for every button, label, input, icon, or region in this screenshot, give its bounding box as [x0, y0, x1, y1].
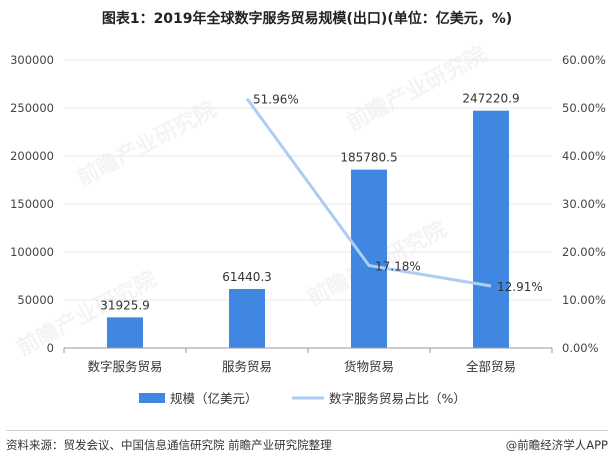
- footer-divider: [6, 430, 608, 431]
- bar-value-label: 31925.9: [100, 298, 150, 312]
- gridlines: [64, 59, 552, 301]
- legend-line-label: 数字服务贸易占比（%）: [329, 391, 466, 406]
- y-left-tick-label: 250000: [10, 101, 54, 115]
- x-tick-label: 服务贸易: [222, 359, 272, 374]
- watermark-text: 前瞻产业研究院: [343, 41, 491, 136]
- line-value-label: 12.91%: [497, 280, 543, 294]
- y-right-tick-label: 20.00%: [562, 245, 606, 259]
- bar: [229, 289, 265, 348]
- bar: [473, 110, 509, 348]
- chart-title: 图表1：2019年全球数字服务贸易规模(出口)(单位：亿美元，%): [101, 11, 513, 27]
- y-left-tick-label: 50000: [17, 293, 54, 307]
- bar: [351, 169, 387, 348]
- y-right-tick-label: 30.00%: [562, 197, 606, 211]
- source-note: 资料来源：贸发会议、中国信息通信研究院 前瞻产业研究院整理: [6, 438, 332, 452]
- x-tick-label: 数字服务贸易: [87, 359, 162, 374]
- legend-bar-label: 规模（亿美元）: [170, 391, 258, 406]
- bar-value-label: 61440.3: [222, 270, 272, 284]
- combo-chart: 前瞻产业研究院前瞻产业研究院前瞻产业研究院前瞻产业研究院 31925.96144…: [10, 41, 606, 406]
- axes: 0 0.00% 50000 10.00% 100000 20.00% 150000 30.00…: [10, 53, 606, 374]
- data-labels: 31925.9 61440.3 185780.5 247220.9 51.96% 17.1…: [100, 92, 543, 313]
- brand-credit: @前瞻经济学人APP: [505, 438, 608, 452]
- y-left-tick-label: 0: [47, 341, 54, 355]
- y-left-tick-label: 300000: [10, 53, 54, 67]
- line-series: [245, 97, 492, 288]
- y-right-tick-label: 50.00%: [562, 101, 606, 115]
- x-tick-label: 全部贸易: [466, 359, 516, 374]
- y-right-tick-label: 60.00%: [562, 53, 606, 67]
- line-value-label: 51.96%: [253, 93, 299, 107]
- y-left-tick-label: 200000: [10, 149, 54, 163]
- bar-value-label: 185780.5: [340, 151, 397, 165]
- bar-value-label: 247220.9: [462, 92, 519, 106]
- legend: 规模（亿美元） 数字服务贸易占比（%）: [139, 391, 466, 406]
- legend-bar-swatch: [139, 393, 165, 403]
- line-value-label: 17.18%: [375, 260, 421, 274]
- y-left-tick-label: 100000: [10, 245, 54, 259]
- percent-line: [245, 97, 492, 288]
- y-right-tick-label: 0.00%: [562, 341, 599, 355]
- watermark-text: 前瞻产业研究院: [73, 96, 221, 191]
- bar-series: [107, 110, 509, 348]
- y-right-tick-label: 40.00%: [562, 149, 606, 163]
- bar: [107, 317, 143, 348]
- y-left-tick-label: 150000: [10, 197, 54, 211]
- y-right-tick-label: 10.00%: [562, 293, 606, 307]
- x-tick-label: 货物贸易: [344, 359, 394, 374]
